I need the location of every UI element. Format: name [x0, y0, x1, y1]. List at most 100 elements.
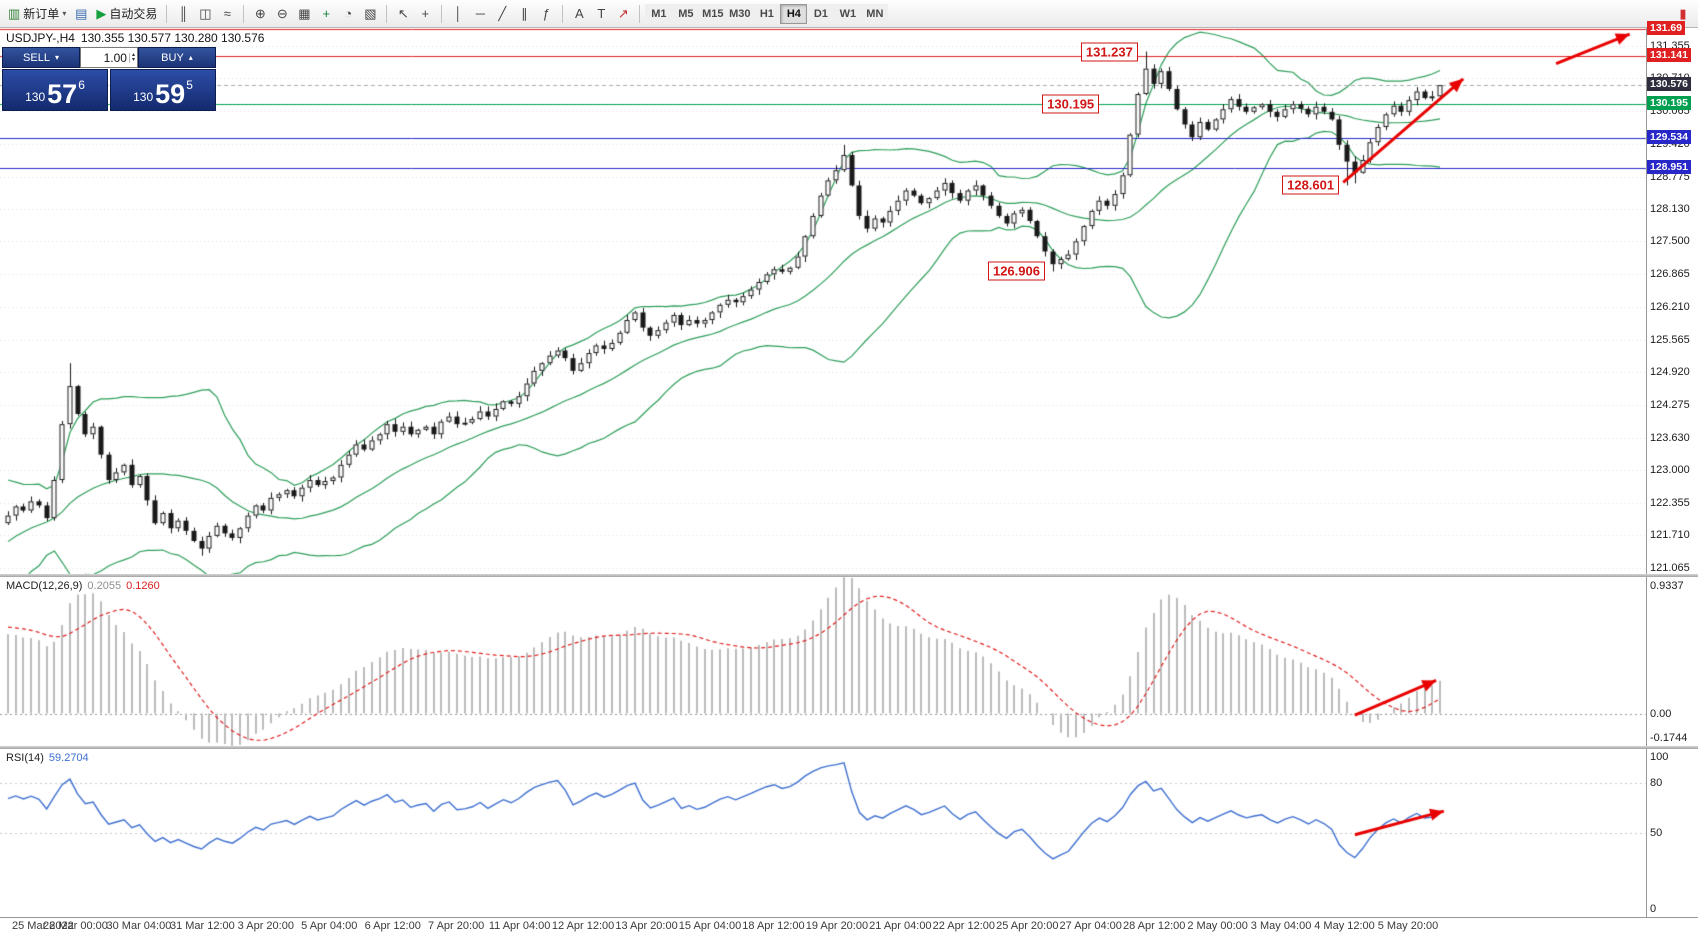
- zoom-in-icon: ⊕: [254, 6, 266, 21]
- time-axis-label: 25 Apr 20:00: [996, 920, 1059, 932]
- vertical-line-icon: │: [454, 6, 463, 21]
- channel-icon: ∥: [521, 6, 528, 21]
- zoom-out-icon: ⊖: [276, 6, 288, 21]
- timeframe-button-m30[interactable]: M30: [726, 3, 754, 24]
- indicators-button[interactable]: +: [315, 3, 337, 25]
- price-callout[interactable]: 128.601: [1282, 175, 1340, 195]
- price-callout[interactable]: 126.906: [987, 261, 1045, 281]
- symbol-name: USDJPY-,H4: [6, 31, 75, 45]
- line-chart-icon: ≈: [223, 6, 231, 21]
- fibonacci-button[interactable]: ƒ: [535, 3, 557, 25]
- trendline-icon: ╱: [498, 6, 507, 21]
- sell-button[interactable]: SELL ▾: [2, 47, 80, 68]
- arrows-button[interactable]: ↗: [612, 3, 634, 25]
- candlestick-chart-button[interactable]: ◫: [194, 3, 216, 25]
- time-axis-label: 25 Mar 2022: [12, 920, 74, 932]
- time-axis-label: 27 Apr 04:00: [1059, 920, 1122, 932]
- text-label-button[interactable]: T: [590, 3, 612, 25]
- time-axis-label: 21 Apr 04:00: [869, 920, 932, 932]
- price-callout[interactable]: 131.237: [1080, 42, 1138, 62]
- tile-windows-button[interactable]: ▦: [293, 3, 315, 25]
- toolbar-separator: [639, 4, 641, 23]
- time-axis-label: 6 Apr 12:00: [364, 920, 421, 932]
- price-level-badge: 131.69: [1647, 20, 1686, 35]
- horizontal-line-button[interactable]: ─: [469, 3, 491, 25]
- alert-icon[interactable]: ▮: [1672, 3, 1694, 25]
- macd-axis-label: -0.1744: [1650, 732, 1688, 744]
- auto-trading-icon: ▶: [96, 6, 107, 21]
- auto-trading-button[interactable]: ▶ 自动交易: [92, 3, 161, 25]
- price-axis-label: 121.065: [1650, 562, 1690, 575]
- timeframe-button-m5[interactable]: M5: [672, 3, 700, 24]
- time-axis-label: 28 Apr 12:00: [1122, 920, 1186, 932]
- time-axis-label: 31 Mar 12:00: [169, 920, 235, 932]
- crosshair-button[interactable]: +: [414, 3, 436, 25]
- time-axis-label: 4 May 12:00: [1314, 920, 1375, 932]
- time-axis-label: 11 Apr 04:00: [488, 920, 551, 932]
- panel-resize-handle[interactable]: [0, 746, 1698, 749]
- zoom-out-button[interactable]: ⊖: [271, 3, 293, 25]
- timeframe-button-d1[interactable]: D1: [807, 3, 835, 24]
- stepper-down-icon[interactable]: ▾: [131, 56, 135, 63]
- lot-stepper[interactable]: ▴ ▾: [128, 51, 137, 63]
- arrows-icon: ↗: [617, 6, 629, 21]
- price-axis-label: 125.565: [1650, 333, 1690, 346]
- timeframe-button-w1[interactable]: W1: [834, 3, 862, 24]
- macd-indicator-label: MACD(12,26,9) 0.2055 0.1260: [6, 580, 160, 592]
- new-order-button[interactable]: ▥ 新订单 ▾: [4, 3, 70, 25]
- periods-button[interactable]: ◔: [337, 3, 359, 25]
- bar-chart-button[interactable]: ║: [172, 3, 194, 25]
- price-level-badge: 130.195: [1647, 96, 1691, 111]
- time-axis-label: 19 Apr 20:00: [805, 920, 869, 932]
- stepper-up-icon[interactable]: ▴: [131, 51, 135, 58]
- rsi-axis-label: 80: [1650, 776, 1663, 789]
- toolbar-separator: [386, 4, 388, 23]
- toolbar-left-group: ▥ 新订单 ▾ ▤ ▶ 自动交易 ║ ◫ ≈ ⊕ ⊖ ▦ + ◔ ▧ ↖ + │ ─ ╱ ∥ ƒ A T ↗: [4, 3, 645, 25]
- zoom-in-button[interactable]: ⊕: [249, 3, 271, 25]
- price-axis-label: 127.500: [1650, 235, 1690, 248]
- time-axis[interactable]: 25 Mar 2022 28 Mar 00:00 30 Mar 04:00 31 Ma…: [0, 917, 1698, 935]
- line-chart-button[interactable]: ≈: [216, 3, 238, 25]
- price-callout[interactable]: 130.195: [1042, 94, 1100, 114]
- timeframe-button-mn[interactable]: MN: [861, 3, 889, 24]
- toolbar-right-group: ▮: [1672, 3, 1694, 25]
- macd-main-value: 0.2055: [87, 580, 122, 592]
- price-level-badge: 130.576: [1647, 77, 1691, 92]
- buy-button[interactable]: BUY ▴: [138, 47, 216, 68]
- text-button[interactable]: A: [568, 3, 590, 25]
- templates-icon: ▧: [364, 6, 377, 21]
- chevron-down-icon: ▾: [54, 53, 59, 62]
- buy-price-button[interactable]: 130 59 5: [110, 69, 216, 111]
- time-axis-label: 2 May 00:00: [1187, 920, 1248, 932]
- rsi-value: 59.2704: [48, 752, 89, 764]
- trendline-button[interactable]: ╱: [491, 3, 513, 25]
- toolbar-separator: [166, 4, 168, 23]
- new-order-icon: ▥: [8, 6, 21, 21]
- bar-chart-icon: ║: [178, 6, 188, 21]
- vertical-line-button[interactable]: │: [447, 3, 469, 25]
- timeframe-button-h1[interactable]: H1: [753, 3, 781, 24]
- symbol-ohlc: 130.355 130.577 130.280 130.576: [80, 31, 265, 45]
- lot-size-field[interactable]: 1.00 ▴ ▾: [80, 47, 138, 68]
- time-axis-label: 13 Apr 20:00: [615, 920, 678, 932]
- panel-resize-handle[interactable]: [0, 574, 1698, 577]
- rsi-axis-label: 100: [1650, 751, 1669, 763]
- lot-size-value[interactable]: 1.00: [103, 50, 127, 65]
- timeframe-button-h4[interactable]: H4: [780, 3, 808, 24]
- price-axis-label: 124.275: [1650, 399, 1690, 412]
- chevron-up-icon: ▴: [188, 53, 193, 62]
- timeframe-button-m1[interactable]: M1: [645, 3, 673, 24]
- channel-button[interactable]: ∥: [513, 3, 535, 25]
- timeframe-button-m15[interactable]: M15: [699, 3, 727, 24]
- new-order-button-label: 新订单: [23, 7, 60, 21]
- chart-window-button[interactable]: ▤: [70, 3, 92, 25]
- time-axis-label: 3 Apr 20:00: [237, 920, 294, 932]
- text-icon: A: [575, 6, 584, 21]
- time-axis-label: 12 Apr 12:00: [551, 920, 615, 932]
- price-axis-label: 123.000: [1650, 463, 1690, 476]
- cursor-button[interactable]: ↖: [392, 3, 414, 25]
- sell-price-button[interactable]: 130 57 6: [2, 69, 108, 111]
- templates-button[interactable]: ▧: [359, 3, 381, 25]
